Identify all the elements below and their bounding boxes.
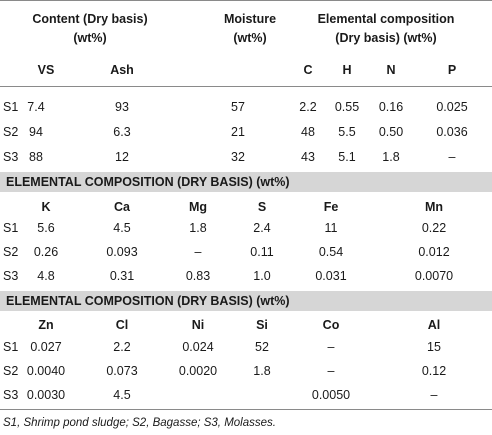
row-id: S1 (3, 221, 19, 235)
row-id: S2 (3, 364, 19, 378)
bottom-rule (0, 409, 492, 410)
cell-c: 48 (301, 125, 315, 139)
subheader-h: H (342, 63, 352, 77)
subheader-ash: Ash (110, 63, 134, 77)
cell: 0.0070 (414, 269, 454, 283)
subheader-c: C (303, 63, 313, 77)
cell-ash: 6.3 (113, 125, 131, 139)
cell-vs: 88 (29, 150, 43, 164)
row-id: S3 (3, 269, 19, 283)
cell: – (327, 364, 335, 378)
cell-n: 1.8 (382, 150, 400, 164)
col-fe: Fe (323, 200, 339, 214)
cell-moisture: 21 (231, 125, 245, 139)
col-s: S (257, 200, 267, 214)
cell-p: – (448, 150, 456, 164)
cell-moisture: 57 (231, 100, 245, 114)
cell: – (430, 388, 438, 402)
section-title-3: ELEMENTAL COMPOSITION (DRY BASIS) (wt%) (6, 294, 290, 308)
col-mg: Mg (188, 200, 208, 214)
col-zn: Zn (38, 318, 54, 332)
subheader-vs: VS (37, 63, 55, 77)
cell: 0.0020 (178, 364, 218, 378)
col-co: Co (322, 318, 340, 332)
row-id: S2 (3, 125, 19, 139)
cell-p: 0.025 (436, 100, 468, 114)
cell-p: 0.036 (436, 125, 468, 139)
cell: 4.5 (113, 388, 131, 402)
cell: 0.073 (106, 364, 138, 378)
section-title-2: ELEMENTAL COMPOSITION (DRY BASIS) (wt%) (6, 175, 290, 189)
cell-ash: 12 (115, 150, 129, 164)
cell-n: 0.50 (378, 125, 404, 139)
col-ca: Ca (114, 200, 130, 214)
subheader-n: N (386, 63, 396, 77)
cell: 0.0030 (26, 388, 66, 402)
section-band-2: ELEMENTAL COMPOSITION (DRY BASIS) (wt%) (0, 172, 492, 192)
cell: – (327, 340, 335, 354)
cell-c: 43 (301, 150, 315, 164)
cell: 0.024 (182, 340, 214, 354)
cell-n: 0.16 (378, 100, 404, 114)
cell: 4.5 (113, 221, 131, 235)
cell-vs: 7.4 (27, 100, 45, 114)
cell: 0.12 (421, 364, 447, 378)
cell: 0.0050 (311, 388, 351, 402)
cell: 0.11 (250, 245, 274, 259)
cell: 1.8 (189, 221, 207, 235)
cell: 2.2 (113, 340, 131, 354)
cell: 5.6 (37, 221, 55, 235)
row-id: S2 (3, 245, 19, 259)
col-k: K (41, 200, 51, 214)
cell: 0.027 (30, 340, 62, 354)
footnote: S1, Shrimp pond sludge; S2, Bagasse; S3,… (3, 417, 276, 429)
cell: 0.22 (421, 221, 447, 235)
col-mn: Mn (424, 200, 444, 214)
cell-c: 2.2 (299, 100, 317, 114)
cell-h: 0.55 (334, 100, 360, 114)
cell-h: 5.5 (338, 125, 356, 139)
cell-ash: 93 (115, 100, 129, 114)
header-content: Content (Dry basis) (wt%) (32, 12, 148, 45)
section-band-3: ELEMENTAL COMPOSITION (DRY BASIS) (wt%) (0, 291, 492, 311)
col-si: Si (256, 318, 268, 332)
cell: 0.031 (315, 269, 347, 283)
subheader-p: P (447, 63, 457, 77)
cell: 15 (427, 340, 441, 354)
cell: 0.26 (33, 245, 59, 259)
row-id: S3 (3, 150, 19, 164)
row-id: S1 (3, 100, 19, 114)
header-elemental: Elemental composition (Dry basis) (wt%) (317, 12, 455, 45)
cell: 0.54 (318, 245, 344, 259)
cell: 1.8 (253, 364, 271, 378)
col-al: Al (427, 318, 441, 332)
cell: 4.8 (37, 269, 55, 283)
cell: 11 (324, 221, 338, 235)
cell: 52 (255, 340, 269, 354)
cell-vs: 94 (29, 125, 43, 139)
cell: 0.31 (109, 269, 135, 283)
cell: 1.0 (253, 269, 271, 283)
header-rule (0, 86, 492, 87)
cell: – (194, 245, 202, 259)
cell: 0.83 (185, 269, 211, 283)
row-id: S3 (3, 388, 19, 402)
cell-h: 5.1 (338, 150, 356, 164)
row-id: S1 (3, 340, 19, 354)
cell: 2.4 (253, 221, 271, 235)
header-moisture: Moisture (wt%) (223, 12, 277, 45)
cell-moisture: 32 (231, 150, 245, 164)
cell: 0.093 (106, 245, 138, 259)
cell: 0.0040 (26, 364, 66, 378)
col-cl: Cl (115, 318, 129, 332)
cell: 0.012 (418, 245, 450, 259)
col-ni: Ni (191, 318, 205, 332)
top-rule (0, 0, 492, 1)
